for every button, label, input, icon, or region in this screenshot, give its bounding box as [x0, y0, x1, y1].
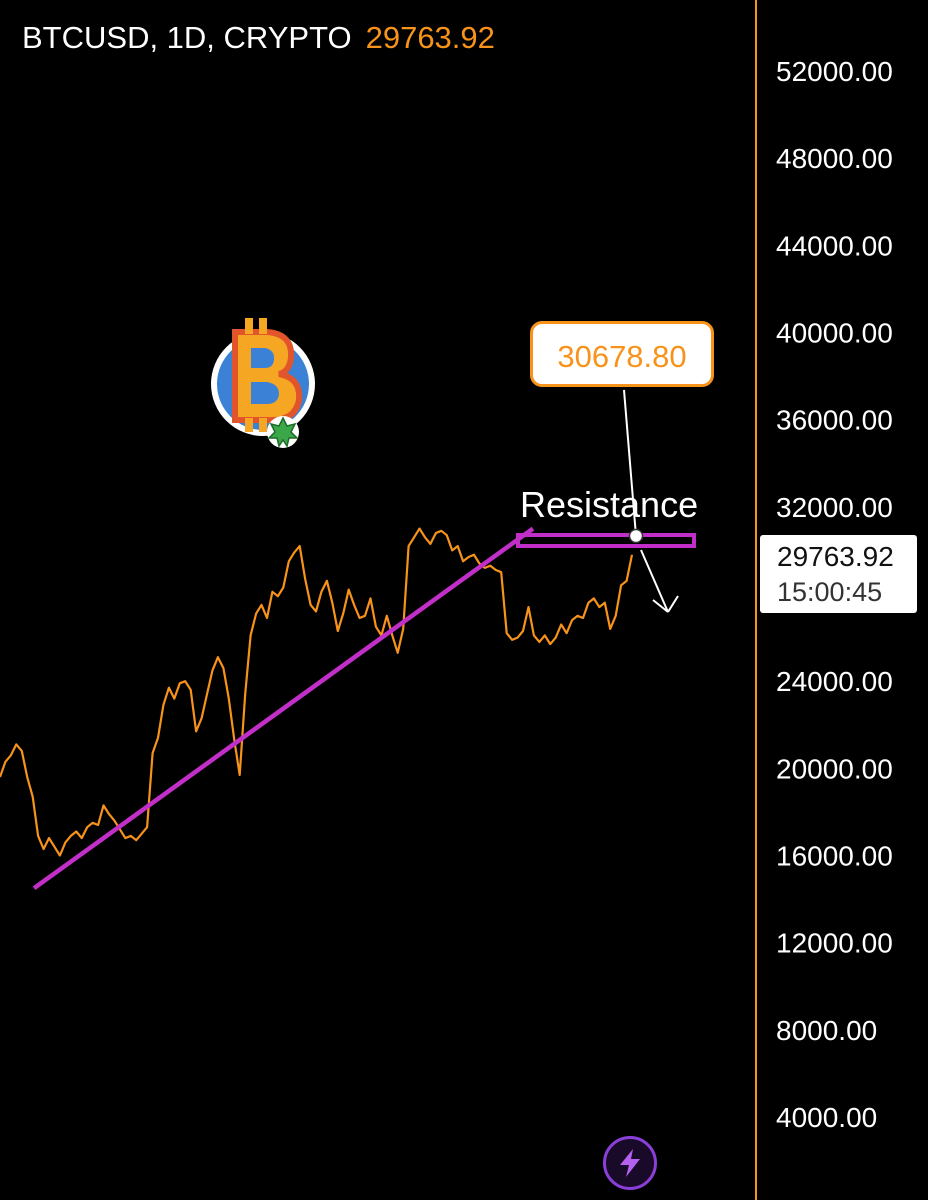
price-tick-label: 40000.00	[776, 318, 893, 349]
lightning-bolt-icon	[620, 1149, 640, 1177]
support-trendline[interactable]	[32, 526, 535, 891]
price-series-line	[0, 527, 634, 857]
price-tick-label: 16000.00	[776, 841, 893, 872]
bar-countdown: 15:00:45	[777, 577, 883, 607]
chart-header: BTCUSD, 1D, CRYPTO 29763.92	[22, 20, 495, 56]
price-tick-label: 36000.00	[776, 405, 893, 436]
price-tick-label: 32000.00	[776, 492, 893, 523]
resistance-zone[interactable]	[516, 533, 696, 548]
price-tick-label: 20000.00	[776, 753, 893, 784]
last-price: 29763.92	[365, 20, 495, 55]
price-tick-label: 4000.00	[776, 1102, 877, 1133]
callout-pointer	[623, 389, 637, 537]
price-tick-label: 12000.00	[776, 928, 893, 959]
callout-value: 30678.80	[557, 339, 687, 374]
price-tick-label: 8000.00	[776, 1015, 877, 1046]
price-tick-label: 48000.00	[776, 143, 893, 174]
callout-anchor-point[interactable]	[628, 528, 644, 544]
price-tick-label: 24000.00	[776, 666, 893, 697]
price-callout[interactable]: 30678.80	[530, 321, 714, 387]
lightning-bolt-button[interactable]	[603, 1136, 657, 1190]
price-axis[interactable]: 52000.00 48000.00 44000.00 40000.00 36000.00…	[776, 56, 893, 1133]
symbol-label[interactable]: BTCUSD, 1D, CRYPTO	[22, 20, 352, 55]
bitcoin-logo-icon	[205, 312, 325, 462]
current-price-value: 29763.92	[777, 541, 894, 572]
current-price-tag: 29763.92 15:00:45	[760, 535, 917, 613]
price-tick-label: 52000.00	[776, 56, 893, 87]
price-tick-label: 44000.00	[776, 230, 893, 261]
resistance-label[interactable]: Resistance	[520, 484, 699, 525]
projection-arrow[interactable]	[640, 549, 679, 613]
